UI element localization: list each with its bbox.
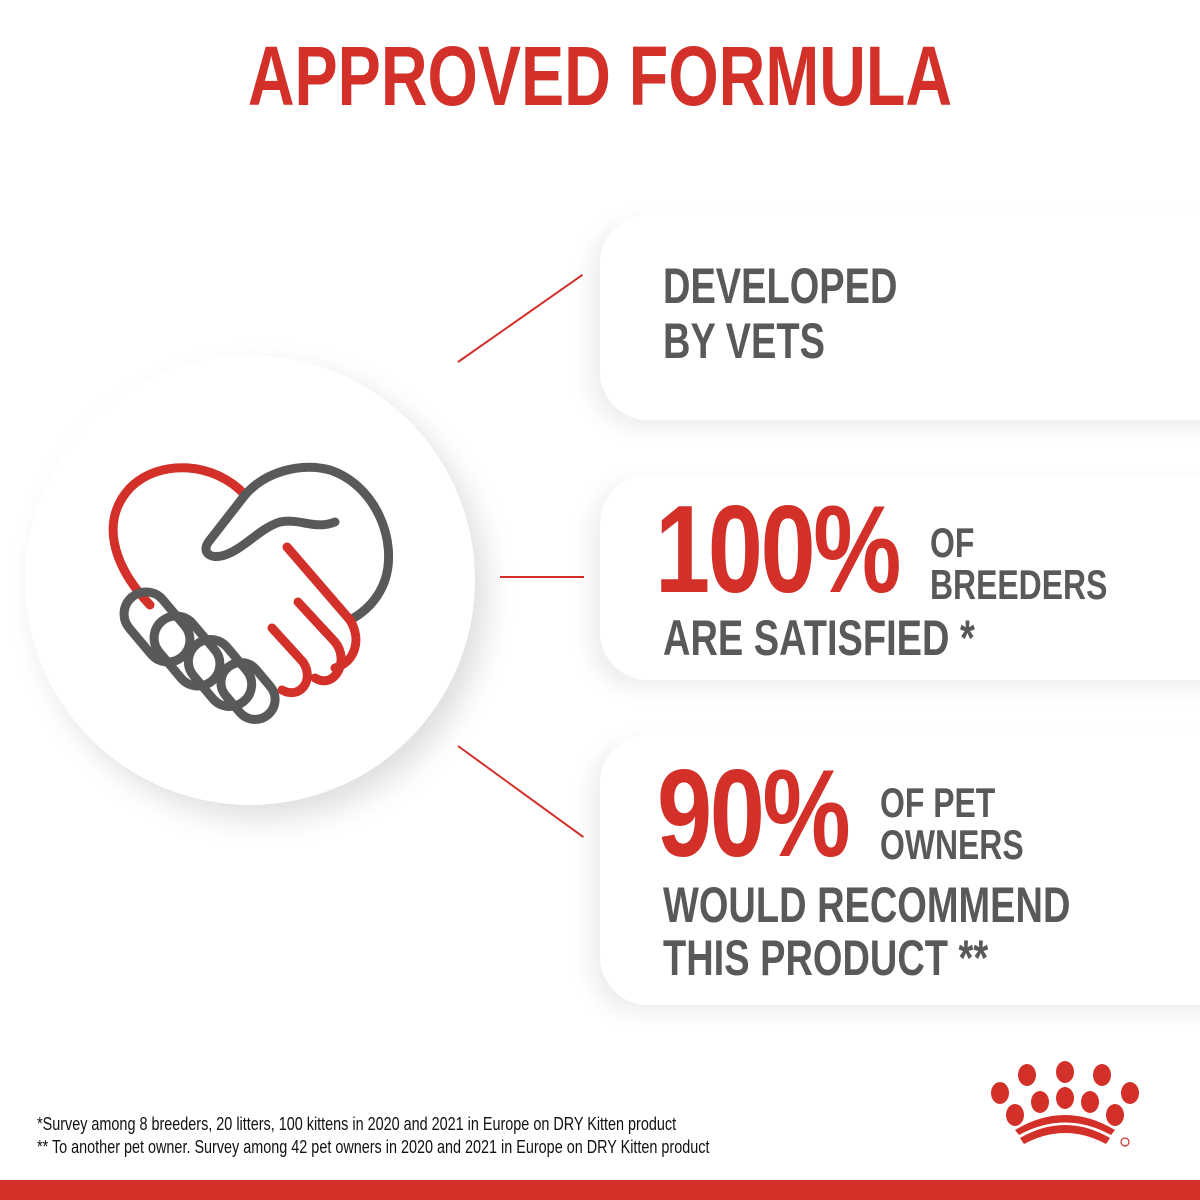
stat-100-percent: 100% [655, 481, 902, 619]
royal-canin-crown-logo [991, 1061, 1139, 1147]
stat-label-of-pet: OF PET [880, 779, 996, 826]
stat-90-percent: 90% [657, 745, 851, 883]
card-breeders-satisfied [600, 475, 1200, 680]
card2-line1: ARE SATISFIED * [663, 610, 975, 666]
card3-line1: WOULD RECOMMEND [663, 877, 1071, 933]
icon-circle [25, 355, 475, 805]
card3-line2: THIS PRODUCT ** [663, 930, 989, 986]
card1-line1: DEVELOPED [663, 258, 898, 314]
bottom-brand-bar [0, 1180, 1200, 1200]
card1-line2: BY VETS [663, 313, 825, 369]
footnote-2: ** To another pet owner. Survey among 42… [37, 1137, 710, 1157]
stat-label-of: OF [930, 519, 975, 566]
card-pet-owners-recommend [600, 735, 1200, 1005]
footnote-1: *Survey among 8 breeders, 20 litters, 10… [37, 1114, 677, 1134]
page-title: APPROVED FORMULA [247, 29, 953, 123]
stat-label-breeders: BREEDERS [930, 561, 1108, 608]
stat-label-owners: OWNERS [880, 821, 1024, 868]
connector-line-2 [500, 576, 584, 578]
card-developed-by-vets [600, 215, 1200, 420]
